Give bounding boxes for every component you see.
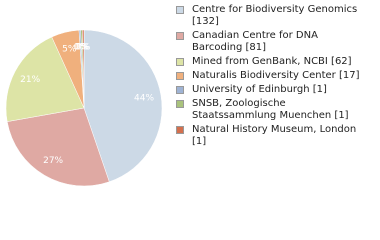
slice-label: 44%	[134, 94, 154, 104]
pie-slice	[83, 29, 163, 183]
legend-label: Naturalis Biodiversity Center [17]	[192, 70, 360, 81]
slice-label: 5%	[62, 44, 77, 54]
legend-swatch	[176, 58, 184, 66]
slice-label: 0%	[76, 43, 91, 53]
pie-chart: 44%27%21%5%0%0%0%	[5, 29, 163, 187]
pie-slice	[82, 29, 85, 109]
pie-slice	[6, 107, 110, 187]
legend-entry: Natural History Museum, London [1]	[174, 124, 374, 148]
legend-swatch	[176, 6, 184, 14]
legend-swatch	[176, 86, 184, 94]
legend-swatch	[176, 100, 184, 108]
legend-entry: Naturalis Biodiversity Center [17]	[174, 70, 374, 82]
slice-label: 0%	[75, 43, 90, 53]
legend-label: Centre for Biodiversity Genomics [132]	[192, 4, 358, 27]
legend-entry: Canadian Centre for DNA Barcoding [81]	[174, 30, 374, 54]
legend: Centre for Biodiversity Genomics [132] Ca…	[174, 4, 374, 150]
slice-label: 0%	[74, 43, 89, 53]
legend-label: SNSB, Zoologische Staatssammlung Muenche…	[192, 98, 349, 121]
legend-label: Mined from GenBank, NCBI [62]	[192, 56, 352, 67]
slice-label: 21%	[20, 75, 40, 85]
legend-entry: University of Edinburgh [1]	[174, 84, 374, 96]
pie-slice	[5, 36, 85, 122]
legend-swatch	[176, 126, 184, 134]
legend-label: University of Edinburgh [1]	[192, 84, 327, 95]
legend-swatch	[176, 32, 184, 40]
slice-label: 27%	[43, 156, 63, 166]
legend-entry: SNSB, Zoologische Staatssammlung Muenche…	[174, 98, 374, 122]
legend-swatch	[176, 72, 184, 80]
legend-entry: Centre for Biodiversity Genomics [132]	[174, 4, 374, 28]
legend-label: Natural History Museum, London [1]	[192, 124, 357, 147]
legend-label: Canadian Centre for DNA Barcoding [81]	[192, 30, 318, 53]
legend-entry: Mined from GenBank, NCBI [62]	[174, 56, 374, 68]
